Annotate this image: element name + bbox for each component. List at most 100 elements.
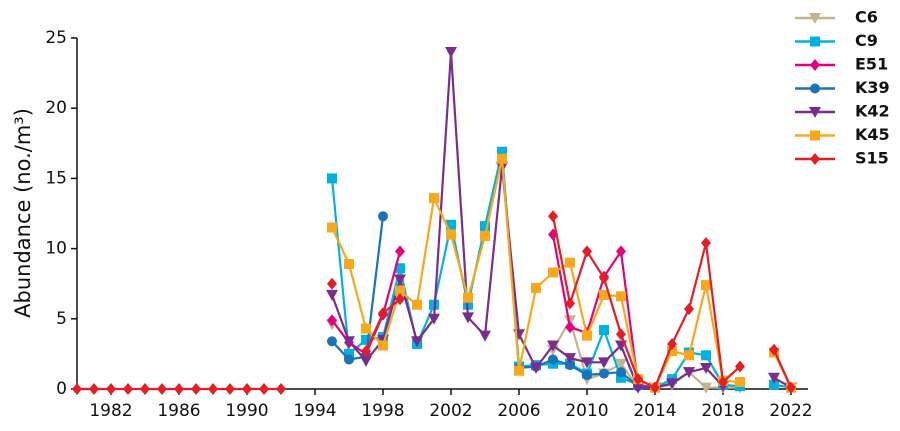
y-tick-label: 10 bbox=[45, 239, 67, 259]
x-tick-label: 2018 bbox=[701, 401, 744, 421]
marker bbox=[497, 153, 507, 164]
marker bbox=[191, 383, 201, 395]
marker bbox=[701, 350, 711, 361]
marker bbox=[616, 367, 626, 378]
marker bbox=[140, 383, 150, 395]
marker bbox=[599, 368, 609, 379]
marker bbox=[531, 282, 541, 293]
marker bbox=[394, 274, 406, 286]
marker bbox=[89, 383, 99, 395]
marker bbox=[786, 381, 796, 394]
x-tick-label: 1998 bbox=[361, 401, 404, 421]
marker bbox=[565, 257, 575, 268]
marker bbox=[360, 355, 372, 367]
marker bbox=[462, 312, 474, 324]
marker bbox=[683, 367, 695, 379]
x-tick-label: 2002 bbox=[429, 401, 472, 421]
y-tick-label: 25 bbox=[45, 28, 67, 48]
marker bbox=[582, 245, 592, 258]
marker bbox=[530, 362, 542, 374]
marker bbox=[327, 336, 337, 347]
marker bbox=[344, 354, 354, 365]
legend-marker bbox=[810, 83, 820, 94]
marker bbox=[599, 272, 609, 285]
marker bbox=[361, 334, 371, 345]
marker bbox=[326, 289, 338, 301]
marker bbox=[548, 210, 558, 223]
marker bbox=[582, 330, 592, 341]
marker bbox=[666, 378, 678, 390]
marker bbox=[684, 302, 694, 315]
marker bbox=[581, 357, 593, 369]
marker bbox=[701, 280, 711, 291]
marker bbox=[548, 267, 558, 278]
marker bbox=[123, 383, 133, 395]
x-tick-label: 1994 bbox=[293, 401, 336, 421]
marker bbox=[327, 277, 337, 290]
marker bbox=[378, 211, 388, 222]
x-tick-label: 1986 bbox=[157, 401, 200, 421]
marker bbox=[768, 372, 780, 384]
marker bbox=[684, 350, 694, 361]
marker bbox=[599, 325, 609, 336]
marker bbox=[564, 315, 576, 327]
marker bbox=[395, 293, 405, 306]
marker bbox=[565, 360, 575, 371]
marker bbox=[72, 383, 82, 395]
marker bbox=[344, 348, 354, 359]
marker bbox=[598, 357, 610, 369]
y-tick-label: 5 bbox=[56, 309, 67, 329]
marker bbox=[259, 383, 269, 395]
marker bbox=[633, 373, 643, 386]
marker bbox=[344, 259, 354, 270]
marker bbox=[411, 336, 423, 348]
marker bbox=[565, 297, 575, 310]
marker bbox=[667, 338, 677, 351]
marker bbox=[276, 383, 286, 395]
legend-marker bbox=[810, 153, 820, 165]
y-axis-label: Abundance (no./m³) bbox=[11, 108, 35, 318]
legend-label: K42 bbox=[855, 102, 890, 121]
marker bbox=[327, 314, 337, 327]
marker bbox=[395, 245, 405, 258]
marker bbox=[497, 146, 507, 157]
legend-label: K45 bbox=[855, 125, 890, 144]
marker bbox=[429, 193, 439, 204]
marker bbox=[616, 245, 626, 258]
marker bbox=[174, 383, 184, 395]
legend-label: K39 bbox=[855, 78, 890, 97]
marker bbox=[650, 381, 660, 394]
marker bbox=[616, 372, 626, 383]
y-tick-label: 20 bbox=[45, 98, 67, 118]
marker bbox=[769, 379, 779, 390]
y-tick-label: 15 bbox=[45, 168, 67, 188]
marker bbox=[106, 383, 116, 395]
marker bbox=[479, 330, 491, 342]
marker bbox=[242, 383, 252, 395]
marker bbox=[378, 307, 388, 320]
x-tick-label: 2014 bbox=[633, 401, 676, 421]
marker bbox=[361, 345, 371, 358]
y-tick-label: 0 bbox=[56, 379, 67, 399]
legend-marker bbox=[809, 13, 821, 24]
marker bbox=[446, 229, 456, 240]
marker bbox=[599, 289, 609, 300]
marker bbox=[480, 230, 490, 241]
marker bbox=[769, 343, 779, 356]
x-tick-label: 2006 bbox=[497, 401, 540, 421]
marker bbox=[735, 360, 745, 373]
marker bbox=[446, 219, 456, 230]
marker bbox=[480, 221, 490, 232]
marker bbox=[428, 313, 440, 325]
marker bbox=[327, 222, 337, 233]
legend-marker bbox=[810, 59, 820, 71]
legend-marker bbox=[809, 107, 821, 118]
marker bbox=[395, 263, 405, 274]
marker bbox=[327, 173, 337, 184]
legend-label: E51 bbox=[855, 55, 888, 74]
marker bbox=[615, 358, 627, 370]
marker bbox=[343, 336, 355, 348]
marker bbox=[547, 340, 559, 352]
marker bbox=[735, 376, 745, 387]
